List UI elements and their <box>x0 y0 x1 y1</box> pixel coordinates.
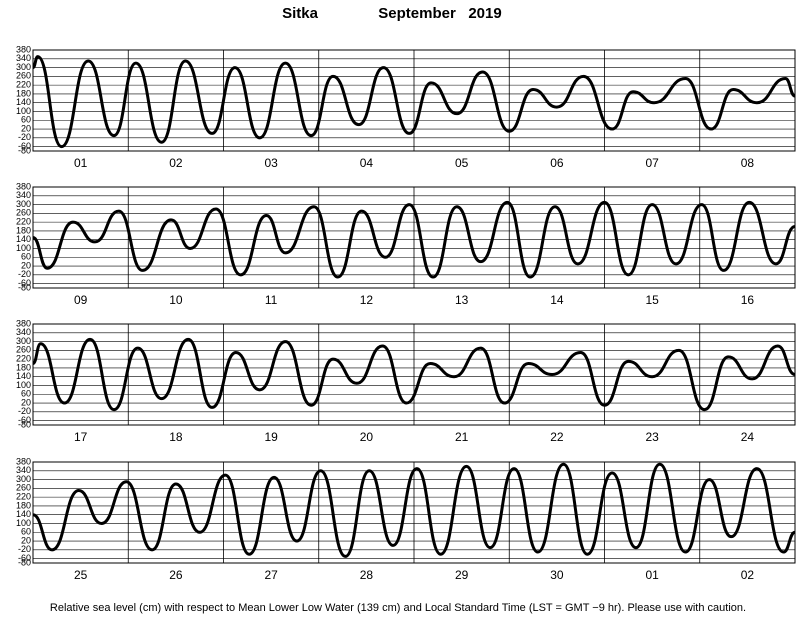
chart-title: Sitka <box>282 5 319 22</box>
y-tick-label: 220 <box>16 492 31 502</box>
chart-subtitle: September 2019 <box>378 5 501 22</box>
y-tick-label: 20 <box>21 260 31 270</box>
y-tick-label: -20 <box>18 132 31 142</box>
y-tick-label: 60 <box>21 527 31 537</box>
y-tick-label: 100 <box>16 243 31 253</box>
y-tick-label: 260 <box>16 71 31 81</box>
y-tick-label: 300 <box>16 199 31 209</box>
y-tick-label: -80 <box>18 557 31 567</box>
y-tick-label: -80 <box>18 419 31 429</box>
y-tick-label: 180 <box>16 362 31 372</box>
x-tick-label: 13 <box>455 293 469 307</box>
y-tick-label: -80 <box>18 282 31 292</box>
x-tick-label: 20 <box>360 430 374 444</box>
x-tick-label: 14 <box>550 293 564 307</box>
x-tick-label: 18 <box>169 430 183 444</box>
y-tick-label: 340 <box>16 465 31 475</box>
y-tick-label: 140 <box>16 97 31 107</box>
y-tick-label: 20 <box>21 123 31 133</box>
y-tick-label: -60 <box>18 415 31 425</box>
y-tick-label: 140 <box>16 234 31 244</box>
y-tick-label: 180 <box>16 500 31 510</box>
x-tick-label: 03 <box>264 156 278 170</box>
x-tick-label: 15 <box>645 293 659 307</box>
y-tick-label: 260 <box>16 345 31 355</box>
y-tick-label: 60 <box>21 115 31 125</box>
y-tick-label: -60 <box>18 553 31 563</box>
plot-frame <box>32 461 796 564</box>
plot-frame <box>32 49 796 152</box>
y-tick-label: 180 <box>16 225 31 235</box>
y-tick-label: 220 <box>16 217 31 227</box>
tide-line <box>32 462 796 558</box>
x-tick-label: 09 <box>74 293 88 307</box>
tide-line <box>32 200 796 279</box>
y-tick-label: 60 <box>21 389 31 399</box>
x-tick-label: 19 <box>264 430 278 444</box>
y-tick-label: 60 <box>21 252 31 262</box>
footnote: Relative sea level (cm) with respect to … <box>50 602 746 614</box>
y-tick-label: 340 <box>16 53 31 63</box>
tide-line <box>32 337 796 412</box>
y-tick-label: 20 <box>21 535 31 545</box>
x-tick-label: 26 <box>169 568 183 582</box>
y-tick-label: 260 <box>16 483 31 493</box>
x-tick-label: 21 <box>455 430 469 444</box>
y-tick-label: 340 <box>16 190 31 200</box>
y-tick-label: 180 <box>16 88 31 98</box>
y-tick-label: 380 <box>16 318 31 328</box>
y-tick-label: 300 <box>16 474 31 484</box>
x-tick-label: 12 <box>360 293 374 307</box>
x-tick-label: 17 <box>74 430 88 444</box>
y-tick-label: 140 <box>16 371 31 381</box>
y-tick-label: -20 <box>18 406 31 416</box>
y-tick-label: 260 <box>16 208 31 218</box>
x-tick-label: 29 <box>455 568 469 582</box>
y-tick-label: 380 <box>16 44 31 54</box>
x-tick-label: 22 <box>550 430 564 444</box>
x-tick-label: 30 <box>550 568 564 582</box>
x-tick-label: 24 <box>741 430 755 444</box>
y-tick-label: 140 <box>16 509 31 519</box>
x-tick-label: 23 <box>645 430 659 444</box>
x-tick-label: 10 <box>169 293 183 307</box>
y-tick-label: -60 <box>18 278 31 288</box>
x-tick-label: 07 <box>645 156 659 170</box>
x-tick-label: 11 <box>265 293 278 307</box>
x-tick-label: 28 <box>360 568 374 582</box>
x-tick-label: 02 <box>169 156 183 170</box>
y-tick-label: -80 <box>18 145 31 155</box>
x-tick-label: 06 <box>550 156 564 170</box>
y-tick-label: 100 <box>16 380 31 390</box>
y-tick-label: -20 <box>18 544 31 554</box>
tide-line <box>32 55 796 149</box>
y-tick-label: -20 <box>18 269 31 279</box>
x-tick-label: 01 <box>74 156 88 170</box>
x-tick-label: 27 <box>264 568 278 582</box>
y-tick-label: 300 <box>16 336 31 346</box>
x-tick-label: 02 <box>741 568 755 582</box>
y-tick-label: 380 <box>16 456 31 466</box>
x-tick-label: 01 <box>645 568 659 582</box>
y-tick-label: 100 <box>16 518 31 528</box>
x-tick-label: 25 <box>74 568 88 582</box>
x-tick-label: 05 <box>455 156 469 170</box>
y-tick-label: 340 <box>16 327 31 337</box>
y-tick-label: 220 <box>16 80 31 90</box>
y-tick-label: 20 <box>21 397 31 407</box>
y-tick-label: 300 <box>16 62 31 72</box>
x-tick-label: 04 <box>360 156 374 170</box>
y-tick-label: 380 <box>16 181 31 191</box>
x-tick-label: 08 <box>741 156 755 170</box>
y-tick-label: -60 <box>18 141 31 151</box>
y-tick-label: 100 <box>16 106 31 116</box>
x-tick-label: 16 <box>741 293 755 307</box>
y-tick-label: 220 <box>16 354 31 364</box>
